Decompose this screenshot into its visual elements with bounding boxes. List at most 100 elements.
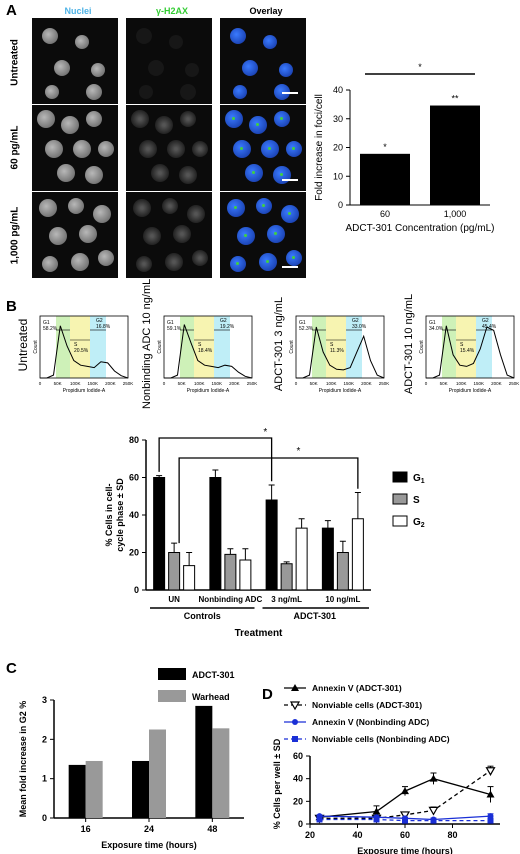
data-point — [487, 817, 494, 824]
flow-x-tick: 100K — [456, 381, 467, 386]
g2-value: 45.4% — [482, 324, 497, 330]
y-tick-label: 20 — [293, 796, 303, 806]
flow-x-tick: 0 — [163, 381, 166, 386]
nucleus — [57, 164, 75, 182]
significance-bracket-2 — [178, 457, 359, 544]
flow-x-tick: 150K — [344, 381, 355, 386]
data-point — [372, 807, 381, 815]
micrograph-1000pg-h2ax — [126, 192, 212, 278]
x-tick-label: 1,000 — [444, 209, 467, 219]
nucleus — [131, 110, 149, 128]
data-point — [485, 767, 496, 776]
gate-label-g2: G2 — [96, 318, 103, 324]
nucleus — [192, 250, 208, 266]
x-tick-label: 16 — [81, 824, 91, 834]
bar-S — [168, 552, 181, 591]
data-point — [486, 790, 495, 798]
flow-x-tick: 200K — [491, 381, 502, 386]
legend-label-S: S — [413, 495, 420, 506]
foci-spot — [280, 117, 283, 120]
nucleus — [85, 166, 103, 184]
data-point — [402, 817, 408, 824]
flow-x-tick: 150K — [474, 381, 485, 386]
legend-label-G2: G2 — [413, 517, 425, 529]
legend-subscript: 2 — [421, 522, 425, 529]
x-tick-label: 20 — [305, 830, 315, 840]
s-region — [456, 316, 476, 378]
flow-x-tick: 0 — [295, 381, 298, 386]
nucleus — [98, 250, 114, 266]
nucleus — [136, 256, 152, 272]
panel-b-label: B — [6, 298, 17, 315]
nucleus — [49, 227, 67, 245]
significance-star-1: * — [263, 427, 267, 438]
gate-label-g2: G2 — [220, 318, 227, 324]
micrograph-1000pg-nuclei — [32, 192, 118, 278]
flow-y-label: Count — [419, 340, 425, 354]
s-value: 11.3% — [330, 348, 344, 354]
legend-label-3: Nonviable cells (Nonbinding ADC) — [312, 734, 450, 744]
nucleus — [169, 35, 183, 49]
nucleus — [75, 35, 89, 49]
bar-S — [280, 563, 293, 591]
flow-x-label: Propidium Iodide-A — [449, 388, 492, 394]
legend-label-0: Annexin V (ADCT-301) — [312, 683, 402, 693]
nucleus — [180, 84, 196, 100]
flow-x-tick: 100K — [194, 381, 205, 386]
nucleus — [173, 225, 191, 243]
x-axis-title: Treatment — [235, 628, 283, 639]
nucleus — [139, 140, 157, 158]
foci-spot — [240, 147, 243, 150]
nucleus — [133, 199, 151, 217]
bar-G1 — [265, 499, 278, 591]
column-label-nuclei: Nuclei — [64, 6, 92, 16]
legend-swatch-G2 — [392, 515, 408, 527]
plot-frame — [295, 315, 385, 379]
g1-value: 52.3% — [299, 326, 314, 332]
scale-bar — [282, 92, 298, 94]
foci-spot — [236, 262, 239, 265]
nucleus — [54, 60, 70, 76]
foci-spot — [256, 123, 259, 126]
nucleus — [98, 141, 114, 157]
y-axis-title: Mean fold increase in G2 % — [18, 701, 28, 818]
x-tick-label: 40 — [352, 830, 362, 840]
x-tick-label: Nonbinding ADC — [199, 595, 263, 604]
g2-region — [214, 316, 230, 378]
y-tick-label: 0 — [298, 819, 303, 829]
nucleus — [143, 227, 161, 245]
nucleus — [136, 28, 152, 44]
significance-star: * — [418, 62, 422, 72]
nucleus — [185, 63, 199, 77]
histogram-curve — [426, 325, 515, 379]
nucleus — [192, 141, 208, 157]
nucleus — [242, 60, 258, 76]
nucleus — [180, 111, 196, 127]
y-tick-label: 2 — [42, 734, 47, 744]
nucleus — [155, 116, 173, 134]
gate-label-g2: G2 — [352, 318, 359, 324]
y-axis-title: Fold increase in foci/cell — [314, 94, 325, 201]
nucleus — [68, 198, 84, 214]
legend-marker-0 — [291, 684, 299, 691]
significance-star-2: * — [297, 446, 301, 457]
x-axis-title: Exposure time (hours) — [357, 846, 453, 854]
foci-spot — [288, 212, 291, 215]
nucleus — [179, 166, 197, 184]
histogram-curve — [296, 326, 385, 379]
g1-region — [442, 316, 456, 378]
foci-bar-chart: 0 10 20 30 40 * 60 ** 1,000 * ADCT-301 Concentrati… — [314, 62, 494, 234]
x-tick-label: 3 ng/mL — [271, 595, 302, 604]
nucleus — [165, 253, 183, 271]
nucleus — [233, 85, 247, 99]
y-tick-label: 60 — [129, 473, 139, 483]
g2-value: 19.2% — [220, 324, 235, 330]
flow-x-tick: 50K — [440, 381, 448, 386]
nucleus — [93, 205, 111, 223]
flow-x-label: Propidium Iodide-A — [63, 388, 106, 394]
nucleus — [45, 85, 59, 99]
flow-y-label: Count — [157, 340, 163, 354]
nucleus — [39, 199, 57, 217]
data-point — [487, 813, 494, 820]
